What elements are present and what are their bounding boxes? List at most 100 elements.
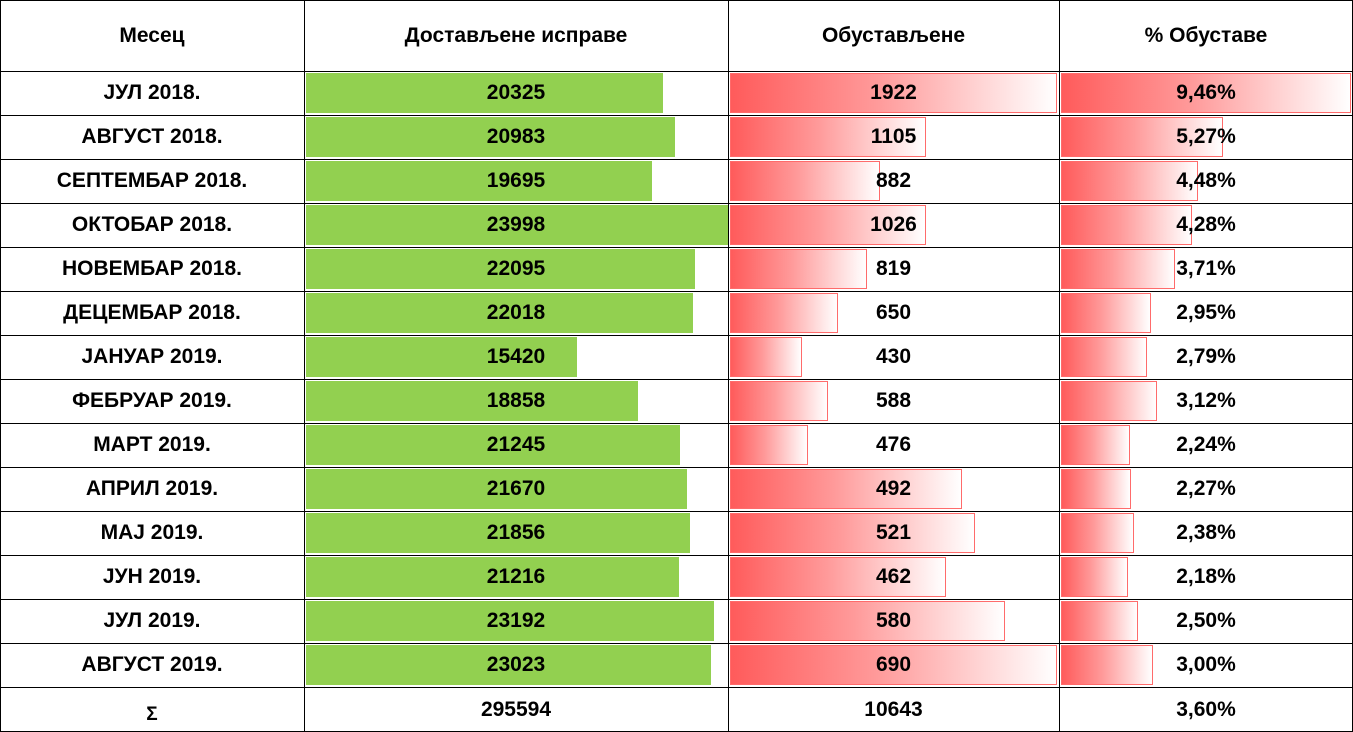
month-label: МАРТ 2019.	[93, 433, 211, 456]
suspended-cell: 492	[728, 467, 1059, 511]
suspended-cell: 430	[728, 335, 1059, 379]
delivered-bar	[306, 513, 691, 553]
delivered-value: 22095	[486, 257, 546, 280]
suspended-value: 462	[875, 565, 912, 588]
header-row: Месец Достављене исправе Обустављене % Обус…	[0, 0, 1353, 71]
grid-horizontal-line	[0, 115, 1353, 116]
delivered-value: 23998	[486, 213, 546, 236]
delivered-bar	[306, 205, 728, 245]
header-suspended: Обустављене	[821, 23, 966, 47]
percent-bar	[1061, 557, 1128, 597]
percent-cell: 4,48%	[1059, 159, 1353, 203]
delivered-cell: 23023	[304, 643, 728, 687]
percent-bar	[1061, 425, 1130, 465]
percent-value: 2,38%	[1176, 521, 1236, 544]
percent-value: 3,00%	[1176, 653, 1236, 676]
suspended-value: 580	[875, 609, 912, 632]
grid-vertical-line	[0, 0, 1, 732]
month-label: НОВЕМБАР 2018.	[61, 257, 243, 280]
delivered-bar	[306, 469, 688, 509]
suspended-value: 650	[875, 301, 912, 324]
delivered-bar	[306, 293, 694, 333]
percent-value: 9,46%	[1176, 81, 1236, 104]
month-cell: АПРИЛ 2019.	[0, 467, 304, 511]
month-cell: НОВЕМБАР 2018.	[0, 247, 304, 291]
percent-value: 2,50%	[1176, 609, 1236, 632]
suspended-bar	[730, 117, 927, 157]
delivered-cell: 15420	[304, 335, 728, 379]
grid-horizontal-line	[0, 0, 1353, 1]
percent-cell: 2,50%	[1059, 599, 1353, 643]
delivered-cell: 20325	[304, 71, 728, 115]
table-row: МАЈ 2019. 21856 521 2,38%	[0, 511, 1353, 555]
table-row: ФЕБРУАР 2019. 18858 588 3,12%	[0, 379, 1353, 423]
delivered-bar	[306, 117, 675, 157]
delivered-cell: 22018	[304, 291, 728, 335]
month-cell: ЈАНУАР 2019.	[0, 335, 304, 379]
grid-horizontal-line	[0, 423, 1353, 424]
percent-cell: 9,46%	[1059, 71, 1353, 115]
suspended-bar	[730, 645, 1057, 685]
delivered-value: 23192	[486, 609, 546, 632]
suspended-cell: 462	[728, 555, 1059, 599]
suspended-bar	[730, 557, 946, 597]
table-row: ЈУН 2019. 21216 462 2,18%	[0, 555, 1353, 599]
percent-cell: 2,27%	[1059, 467, 1353, 511]
delivered-value: 21216	[486, 565, 546, 588]
suspended-value: 521	[875, 521, 912, 544]
suspended-value: 1922	[870, 81, 917, 104]
grid-vertical-line	[728, 0, 729, 732]
table-row: СЕПТЕМБАР 2018. 19695 882 4,48%	[0, 159, 1353, 203]
percent-cell: 5,27%	[1059, 115, 1353, 159]
suspended-value: 492	[875, 477, 912, 500]
percent-value: 3,71%	[1176, 257, 1236, 280]
grid-horizontal-line	[0, 599, 1353, 600]
percent-value: 4,48%	[1176, 169, 1236, 192]
percent-value: 2,95%	[1176, 301, 1236, 324]
grid-vertical-line	[304, 0, 305, 732]
month-cell: ЈУН 2019.	[0, 555, 304, 599]
suspended-value: 588	[875, 389, 912, 412]
suspended-bar	[730, 381, 829, 421]
suspended-cell: 1105	[728, 115, 1059, 159]
delivered-value: 18858	[486, 389, 546, 412]
delivered-value: 21245	[486, 433, 546, 456]
table-row: АВГУСТ 2019. 23023 690 3,00%	[0, 643, 1353, 687]
totals-label: Σ	[146, 704, 158, 725]
table-row: ОКТОБАР 2018. 23998 1026 4,28%	[0, 203, 1353, 247]
table-row: ЈУЛ 2018. 20325 1922 9,46%	[0, 71, 1353, 115]
totals-label-cell: Σ	[0, 687, 304, 732]
month-label: ДЕЦЕМБАР 2018.	[63, 301, 241, 324]
totals-percent: 3,60%	[1176, 697, 1236, 721]
suspended-bar	[730, 601, 1005, 641]
table-row: МАРТ 2019. 21245 476 2,24%	[0, 423, 1353, 467]
delivered-value: 20983	[486, 125, 546, 148]
grid-horizontal-line	[0, 555, 1353, 556]
suspended-value: 819	[875, 257, 912, 280]
month-label: АПРИЛ 2019.	[85, 477, 219, 500]
header-percent-cell: % Обуставе	[1059, 0, 1353, 71]
suspended-bar	[730, 205, 927, 245]
suspended-bar	[730, 73, 1057, 113]
percent-bar	[1061, 249, 1175, 289]
suspended-value: 476	[875, 433, 912, 456]
month-label: ЈУЛ 2018.	[103, 81, 201, 104]
percent-value: 4,28%	[1176, 213, 1236, 236]
delivered-cell: 23192	[304, 599, 728, 643]
delivered-bar	[306, 161, 653, 201]
percent-cell: 3,12%	[1059, 379, 1353, 423]
table-row: АВГУСТ 2018. 20983 1105 5,27%	[0, 115, 1353, 159]
suspended-cell: 882	[728, 159, 1059, 203]
header-suspended-cell: Обустављене	[728, 0, 1059, 71]
table-row: ЈУЛ 2019. 23192 580 2,50%	[0, 599, 1353, 643]
delivered-cell: 21216	[304, 555, 728, 599]
suspended-cell: 521	[728, 511, 1059, 555]
suspended-bar	[730, 293, 838, 333]
suspended-cell: 476	[728, 423, 1059, 467]
grid-vertical-line	[1059, 0, 1060, 732]
delivered-cell: 22095	[304, 247, 728, 291]
delivered-bar	[306, 645, 711, 685]
grid-horizontal-line	[0, 687, 1353, 688]
percent-bar	[1061, 117, 1223, 157]
suspended-bar	[730, 513, 976, 553]
